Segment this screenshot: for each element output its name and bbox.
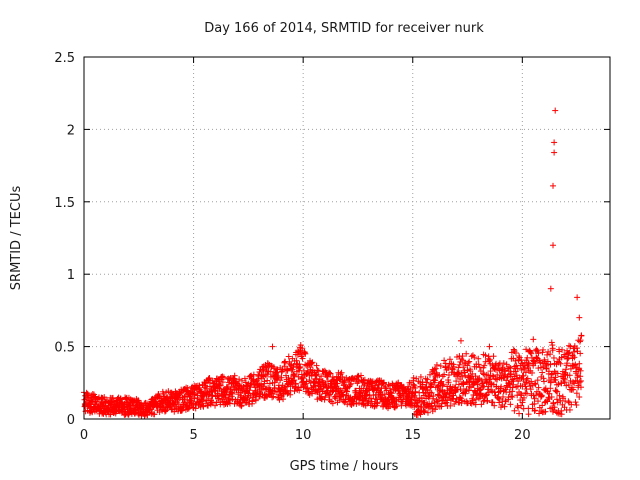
y-axis-label: SRMTID / TECUs xyxy=(9,186,24,291)
data-point xyxy=(200,403,207,410)
data-point xyxy=(162,407,169,414)
data-point xyxy=(431,376,438,383)
data-point xyxy=(468,353,475,360)
y-tick-label: 1 xyxy=(67,268,75,283)
data-point xyxy=(576,314,583,321)
x-tick-label: 0 xyxy=(80,428,88,443)
data-point xyxy=(117,395,124,402)
data-point xyxy=(338,369,345,376)
data-point xyxy=(200,396,207,403)
data-point xyxy=(578,332,585,339)
data-point xyxy=(188,396,195,403)
data-point xyxy=(264,377,271,384)
data-point xyxy=(317,395,324,402)
data-point xyxy=(219,379,226,386)
data-point xyxy=(495,395,502,402)
y-tick-label: 2.5 xyxy=(54,51,75,66)
data-point xyxy=(148,406,155,413)
data-point xyxy=(490,353,497,360)
data-point xyxy=(171,408,178,415)
x-tick-label: 10 xyxy=(295,428,312,443)
data-point xyxy=(565,398,572,405)
data-point xyxy=(475,355,482,362)
data-points xyxy=(81,107,585,419)
y-tick-label: 1.5 xyxy=(54,196,75,211)
data-point xyxy=(89,409,96,416)
data-point xyxy=(109,394,116,401)
data-point xyxy=(489,399,496,406)
data-point xyxy=(217,382,224,389)
data-point xyxy=(567,365,574,372)
data-point xyxy=(511,407,518,414)
data-point xyxy=(84,391,91,398)
grid-lines xyxy=(84,57,610,419)
data-point xyxy=(539,369,546,376)
data-point xyxy=(202,380,209,387)
data-point xyxy=(151,411,158,418)
data-point xyxy=(574,294,581,301)
data-point xyxy=(214,375,221,382)
data-point xyxy=(457,337,464,344)
data-point xyxy=(573,402,580,409)
data-point xyxy=(269,343,276,350)
data-point xyxy=(551,139,558,146)
data-point xyxy=(516,410,523,417)
data-point xyxy=(212,402,219,409)
data-point xyxy=(552,107,559,114)
x-axis-label: GPS time / hours xyxy=(290,459,399,474)
data-point xyxy=(547,285,554,292)
y-tick-label: 2 xyxy=(67,123,75,138)
x-tick-label: 15 xyxy=(404,428,421,443)
data-point xyxy=(159,400,166,407)
data-point xyxy=(550,242,557,249)
x-tick-label: 20 xyxy=(514,428,531,443)
data-point xyxy=(525,411,532,418)
data-point xyxy=(542,408,549,415)
data-point xyxy=(550,354,557,361)
y-tick-label: 0.5 xyxy=(54,341,75,356)
data-point xyxy=(550,182,557,189)
data-point xyxy=(145,409,152,416)
data-point xyxy=(101,394,108,401)
data-point xyxy=(220,374,227,381)
data-point xyxy=(446,356,453,363)
data-point xyxy=(530,336,537,343)
data-point xyxy=(175,401,182,408)
x-tick-label: 5 xyxy=(189,428,197,443)
data-point xyxy=(219,373,226,380)
plot-frame xyxy=(83,56,611,420)
data-point xyxy=(551,149,558,156)
chart-title: Day 166 of 2014, SRMTID for receiver nur… xyxy=(204,21,484,36)
y-tick-label: 0 xyxy=(67,413,75,428)
data-point xyxy=(566,406,573,413)
data-point xyxy=(540,378,547,385)
data-point xyxy=(486,343,493,350)
data-point xyxy=(548,339,555,346)
data-point xyxy=(203,385,210,392)
